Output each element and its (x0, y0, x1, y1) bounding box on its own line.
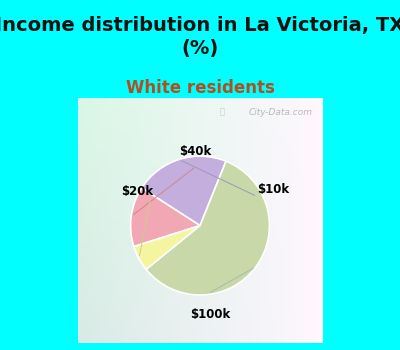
Text: Income distribution in La Victoria, TX
(%): Income distribution in La Victoria, TX (… (0, 16, 400, 58)
Text: $40k: $40k (179, 145, 211, 158)
Text: $20k: $20k (121, 186, 153, 198)
Wedge shape (130, 188, 200, 247)
Text: $100k: $100k (190, 308, 230, 321)
Text: White residents: White residents (126, 79, 274, 97)
Wedge shape (146, 161, 270, 295)
Wedge shape (142, 156, 226, 226)
Text: City-Data.com: City-Data.com (249, 108, 313, 117)
Text: $10k: $10k (258, 183, 290, 196)
Wedge shape (134, 226, 200, 270)
Text: ⓘ: ⓘ (220, 108, 224, 117)
